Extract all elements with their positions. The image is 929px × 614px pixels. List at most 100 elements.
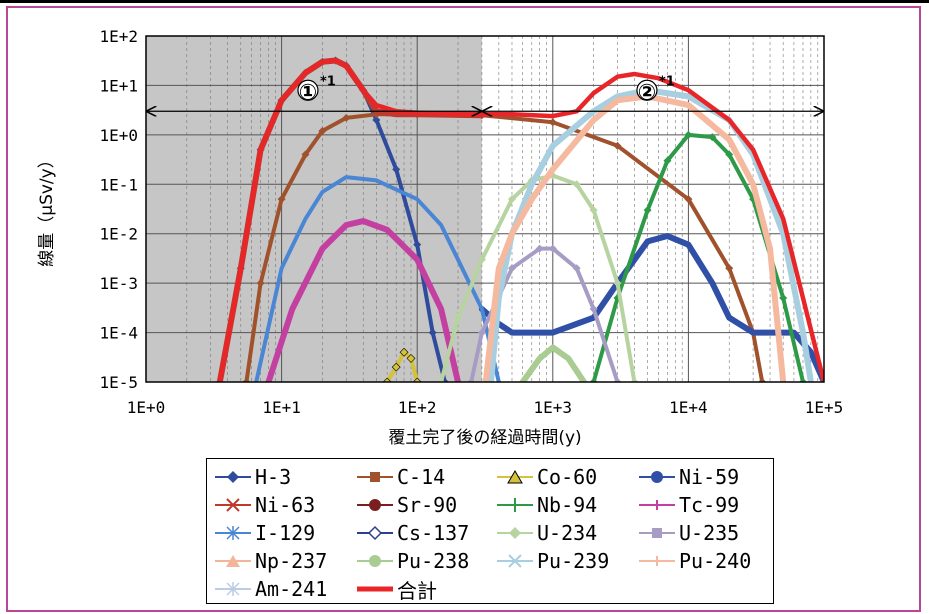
legend-swatch bbox=[497, 498, 533, 512]
legend-label: I-129 bbox=[255, 521, 316, 545]
series-point-H-3 bbox=[428, 328, 437, 337]
legend-swatch bbox=[215, 526, 251, 540]
legend-item: 合計 bbox=[355, 575, 437, 603]
series-point-C-14 bbox=[301, 150, 310, 159]
tick-labels: 1E+0 1E+1 1E+2 1E+3 1E+4 1E+5 1E-5 1E-4 1E-3 1E-2… bbox=[99, 27, 843, 417]
series-line-Pu-240 bbox=[482, 93, 787, 382]
legend-swatch bbox=[497, 470, 533, 484]
legend-swatch bbox=[357, 472, 393, 482]
legend-item: U-235 bbox=[637, 519, 739, 547]
legend-swatch bbox=[497, 554, 533, 568]
series-point-Co-60 bbox=[399, 347, 409, 357]
legend-item: Tc-99 bbox=[637, 491, 739, 519]
plot-border bbox=[145, 35, 825, 383]
legend-swatch bbox=[215, 498, 251, 512]
legend-item: Np-237 bbox=[213, 547, 327, 575]
y-tick-label: 1E-4 bbox=[99, 324, 138, 343]
legend-label: U-235 bbox=[679, 521, 740, 545]
legend-item: U-234 bbox=[495, 519, 597, 547]
legend-label: Cs-137 bbox=[397, 521, 470, 545]
annotation-sup: *1 bbox=[659, 74, 675, 89]
y-axis-label: 線量（μSv/y） bbox=[37, 151, 57, 266]
series-point-U-235 bbox=[572, 264, 581, 273]
series-point-Nb-94 bbox=[725, 150, 734, 159]
x-tick-label: 1E+1 bbox=[262, 398, 301, 417]
series-point-C-14 bbox=[684, 195, 693, 204]
series-point-Nb-94 bbox=[643, 206, 652, 215]
legend-item: Ni-63 bbox=[213, 491, 315, 519]
legend-item: Ni-59 bbox=[637, 463, 739, 491]
legend-swatch bbox=[215, 471, 251, 483]
legend-item: Pu-238 bbox=[355, 547, 469, 575]
series-point-U-235 bbox=[477, 328, 486, 337]
legend-label: Pu-240 bbox=[679, 549, 752, 573]
legend-label: 合計 bbox=[397, 578, 437, 603]
series-point-C-14 bbox=[613, 141, 622, 150]
y-tick-label: 1E-3 bbox=[99, 274, 138, 293]
series-point-U-234 bbox=[454, 313, 463, 322]
legend-label: C-14 bbox=[397, 465, 446, 489]
legend-item: Pu-240 bbox=[637, 547, 751, 575]
series-line-Ni-59 bbox=[478, 233, 824, 382]
series-point-Co-60 bbox=[406, 353, 416, 363]
series-line-U-235 bbox=[469, 246, 620, 382]
legend-item: Cs-137 bbox=[355, 519, 469, 547]
series-line-Pu-238 bbox=[519, 344, 587, 382]
x-tick-label: 1E+5 bbox=[805, 398, 844, 417]
top-border-line bbox=[0, 0, 929, 3]
legend-item: Co-60 bbox=[495, 463, 597, 491]
y-tick-label: 1E+0 bbox=[99, 126, 138, 145]
legend-label: Sr-90 bbox=[397, 493, 458, 517]
series-point-H-3 bbox=[392, 165, 401, 174]
x-tick-label: 1E+0 bbox=[127, 398, 166, 417]
series-point-U-235 bbox=[613, 378, 622, 382]
legend-label: Co-60 bbox=[537, 465, 598, 489]
series-point-Nb-94 bbox=[589, 378, 598, 382]
x-axis-label: 覆土完了後の経過時間(y) bbox=[388, 428, 581, 448]
series-point-U-234 bbox=[589, 206, 598, 215]
series-point-U-234 bbox=[477, 255, 486, 264]
legend: H-3 C-14 Co-60 Ni-59 Ni-63 Sr-90 Nb-94 Tc-99 I-1… bbox=[206, 458, 774, 604]
series-point-U-235 bbox=[548, 244, 557, 253]
legend-label: U-234 bbox=[537, 521, 598, 545]
annotation-label: ① bbox=[299, 80, 318, 105]
y-tick-label: 1E-2 bbox=[99, 225, 138, 244]
series-point-U-234 bbox=[507, 195, 516, 204]
series-point-Co-60 bbox=[382, 377, 392, 382]
series-point-Co-60 bbox=[391, 362, 401, 372]
legend-label: Pu-238 bbox=[397, 549, 470, 573]
series-line-U-234 bbox=[439, 173, 637, 382]
legend-swatch bbox=[357, 555, 393, 567]
legend-label: Ni-59 bbox=[679, 465, 740, 489]
x-tick-label: 1E+3 bbox=[534, 398, 573, 417]
series-line-I-129 bbox=[254, 175, 501, 382]
series-point-Co-60 bbox=[412, 377, 422, 382]
series-point-U-235 bbox=[467, 378, 476, 382]
series-point-H-3 bbox=[372, 115, 381, 124]
legend-swatch bbox=[357, 586, 393, 592]
y-tick-label: 1E-5 bbox=[99, 373, 138, 392]
legend-item: Am-241 bbox=[213, 575, 327, 603]
legend-swatch bbox=[357, 499, 393, 511]
series-point-Nb-94 bbox=[663, 156, 672, 165]
annotation-circle bbox=[297, 79, 319, 101]
y-tick-label: 1E+2 bbox=[99, 27, 138, 46]
legend-swatch bbox=[497, 527, 533, 539]
series-point-U-235 bbox=[507, 264, 516, 273]
series-point-C-14 bbox=[256, 279, 265, 288]
annotation-sup: *1 bbox=[320, 74, 336, 89]
series-point-C-14 bbox=[758, 378, 767, 382]
series-point-U-234 bbox=[613, 279, 622, 288]
legend-swatch bbox=[215, 582, 251, 596]
legend-item: Sr-90 bbox=[355, 491, 457, 519]
legend-swatch bbox=[639, 556, 675, 566]
legend-swatch bbox=[639, 528, 675, 538]
annotation-label: ② bbox=[638, 80, 657, 105]
x-tick-label: 1E+4 bbox=[669, 398, 708, 417]
series-point-Nb-94 bbox=[798, 378, 807, 382]
series-point-U-234 bbox=[572, 180, 581, 189]
series-point-U-234 bbox=[437, 378, 446, 382]
legend-swatch bbox=[639, 471, 675, 483]
legend-item: C-14 bbox=[355, 463, 445, 491]
legend-label: Am-241 bbox=[255, 577, 328, 601]
